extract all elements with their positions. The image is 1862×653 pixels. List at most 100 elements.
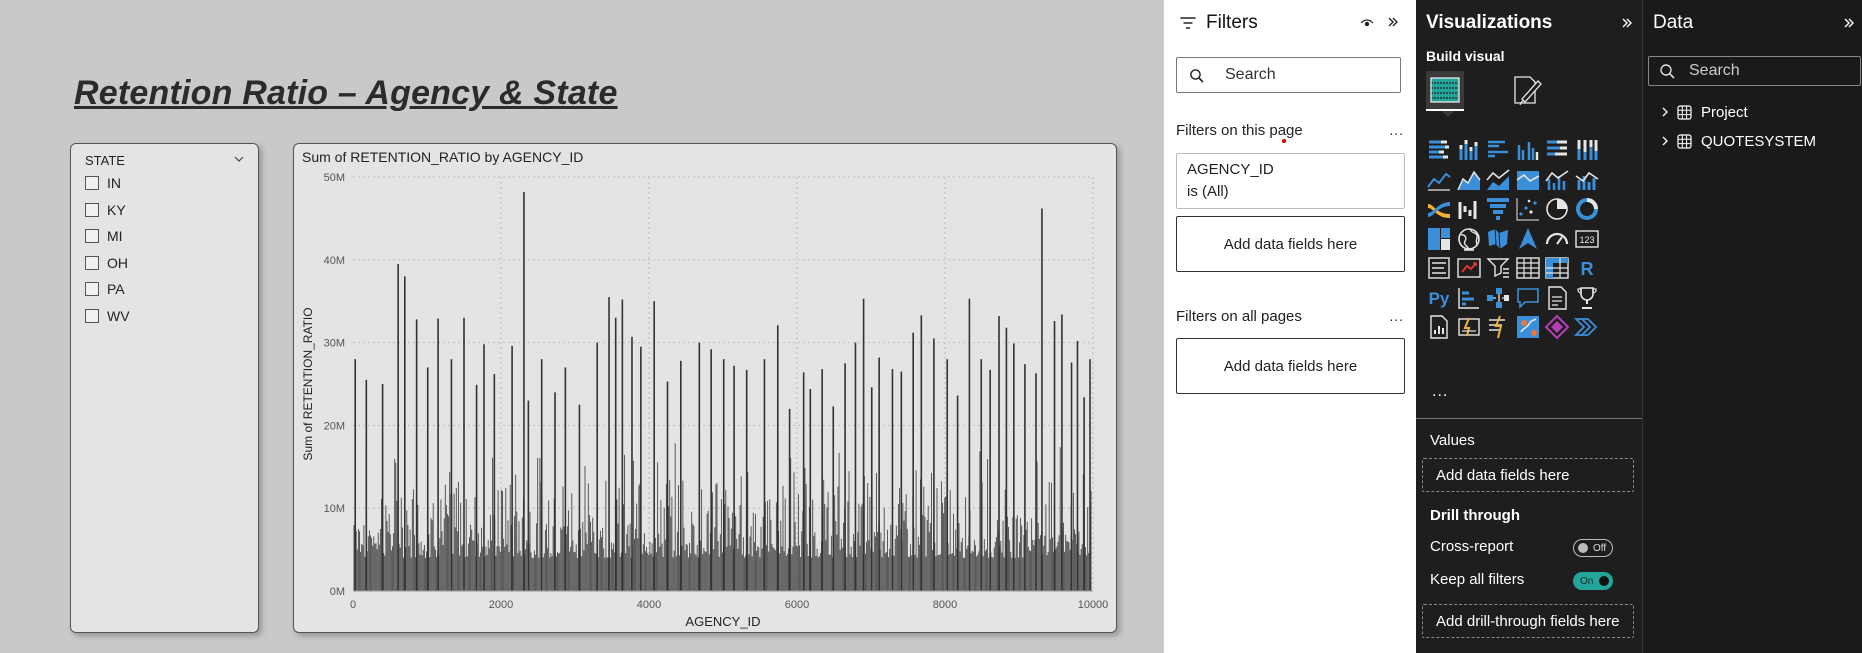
format-visual-tab[interactable]: [1508, 71, 1546, 109]
gauge-icon[interactable]: [1544, 226, 1570, 252]
slicer-checkbox[interactable]: [85, 229, 99, 243]
bar[interactable]: [540, 359, 543, 591]
100-stacked-area-icon[interactable]: [1515, 167, 1541, 193]
bar[interactable]: [1061, 314, 1063, 591]
decomposition-tree-icon[interactable]: [1485, 285, 1511, 311]
scatter-chart-icon[interactable]: [1515, 196, 1541, 222]
bar[interactable]: [776, 325, 779, 591]
expand-pane-icon[interactable]: [1386, 15, 1400, 29]
slicer-checkbox[interactable]: [85, 176, 99, 190]
expand-pane-icon[interactable]: [1620, 16, 1634, 30]
bar[interactable]: [511, 345, 513, 591]
bar[interactable]: [710, 349, 712, 591]
bar[interactable]: [933, 338, 935, 591]
smart-narrative-icon[interactable]: [1544, 285, 1570, 311]
line-stacked-column-icon[interactable]: [1574, 167, 1600, 193]
chevron-right-icon[interactable]: [1661, 136, 1669, 146]
slicer-item-in[interactable]: IN: [85, 173, 121, 193]
table-icon[interactable]: [1515, 255, 1541, 281]
filters-page-more-button[interactable]: ...: [1389, 122, 1404, 138]
bar[interactable]: [1076, 340, 1079, 591]
get-more-visuals-icon[interactable]: [1573, 314, 1600, 340]
bar[interactable]: [614, 317, 617, 591]
100-stacked-column-icon[interactable]: [1574, 137, 1600, 163]
bar[interactable]: [527, 400, 530, 591]
bar[interactable]: [354, 359, 357, 591]
funnel-chart-icon[interactable]: [1485, 196, 1511, 222]
bar[interactable]: [1053, 321, 1056, 591]
slicer-checkbox[interactable]: [85, 255, 99, 270]
bar[interactable]: [878, 357, 880, 591]
data-search-box[interactable]: [1648, 56, 1861, 86]
values-drop-zone[interactable]: Add data fields here: [1422, 458, 1634, 492]
bar[interactable]: [680, 360, 682, 591]
chevron-down-icon[interactable]: [234, 154, 244, 164]
bar[interactable]: [578, 404, 581, 591]
bar[interactable]: [621, 299, 624, 591]
state-slicer[interactable]: STATE IN KY MI OH PA WV: [70, 143, 259, 633]
filters-all-drop-zone[interactable]: Add data fields here: [1176, 338, 1405, 394]
bar[interactable]: [854, 342, 857, 591]
stacked-bar-icon[interactable]: [1426, 137, 1452, 163]
bar[interactable]: [1005, 327, 1008, 591]
filters-page-drop-zone[interactable]: Add data fields here: [1176, 216, 1405, 272]
chevron-right-icon[interactable]: [1661, 107, 1669, 117]
bar[interactable]: [564, 367, 567, 591]
bar[interactable]: [722, 359, 725, 591]
bar[interactable]: [998, 316, 1000, 591]
slicer-item-wv[interactable]: WV: [85, 306, 130, 326]
qa-icon[interactable]: [1515, 285, 1541, 311]
bar[interactable]: [450, 359, 453, 591]
bar[interactable]: [1013, 343, 1015, 591]
filled-map-icon[interactable]: [1485, 226, 1511, 252]
bar[interactable]: [483, 344, 485, 591]
slicer-item-oh[interactable]: OH: [85, 253, 128, 273]
card-icon[interactable]: 123: [1574, 226, 1600, 252]
bar[interactable]: [640, 346, 642, 591]
bar[interactable]: [745, 369, 748, 591]
python-visual-icon[interactable]: Py: [1426, 285, 1452, 311]
build-visual-tab[interactable]: [1426, 71, 1464, 109]
bar[interactable]: [554, 392, 556, 591]
key-influencers-icon[interactable]: [1456, 285, 1482, 311]
data-table-quotesystem[interactable]: QUOTESYSTEM: [1661, 131, 1816, 151]
line-chart-icon[interactable]: [1426, 167, 1452, 193]
bar[interactable]: [1083, 397, 1085, 591]
drill-through-drop-zone[interactable]: Add drill-through fields here: [1422, 604, 1634, 638]
filters-search-input[interactable]: [1225, 65, 1390, 85]
area-chart-icon[interactable]: [1456, 167, 1482, 193]
slicer-item-ky[interactable]: KY: [85, 200, 126, 220]
ribbon-chart-icon[interactable]: [1426, 196, 1452, 222]
bar[interactable]: [802, 372, 805, 591]
pie-chart-icon[interactable]: [1544, 196, 1570, 222]
slicer-checkbox[interactable]: [85, 202, 99, 217]
data-search-input[interactable]: [1689, 61, 1854, 81]
clustered-column-icon[interactable]: [1515, 137, 1541, 163]
metrics-icon[interactable]: [1574, 285, 1600, 311]
bar[interactable]: [653, 301, 655, 591]
keep-all-filters-toggle[interactable]: On: [1573, 572, 1613, 590]
bar[interactable]: [365, 379, 368, 591]
stacked-column-icon[interactable]: [1456, 137, 1482, 163]
slicer-item-pa[interactable]: PA: [85, 279, 125, 299]
bar[interactable]: [920, 315, 923, 591]
bar[interactable]: [956, 395, 959, 591]
bar[interactable]: [463, 317, 465, 591]
bar[interactable]: [397, 263, 399, 591]
bar[interactable]: [381, 384, 384, 591]
bar[interactable]: [1035, 373, 1037, 591]
line-clustered-column-icon[interactable]: [1544, 167, 1570, 193]
bar-chart-visual[interactable]: 0M 10M 20M 30M 40M 50M 0 2000 4000 6000 8000 10000 A…: [293, 143, 1117, 633]
slicer-checkbox[interactable]: [85, 308, 99, 323]
more-visuals-button[interactable]: ...: [1432, 383, 1449, 400]
bar[interactable]: [821, 369, 823, 591]
arcgis-icon[interactable]: [1515, 314, 1541, 340]
azure-map-icon[interactable]: [1515, 226, 1541, 252]
bar[interactable]: [788, 408, 791, 591]
bar[interactable]: [608, 297, 610, 591]
filters-search-box[interactable]: [1176, 57, 1401, 93]
donut-chart-icon[interactable]: [1574, 196, 1600, 222]
treemap-icon[interactable]: [1426, 226, 1452, 252]
bar[interactable]: [870, 387, 873, 591]
power-apps-icon[interactable]: [1456, 314, 1482, 340]
